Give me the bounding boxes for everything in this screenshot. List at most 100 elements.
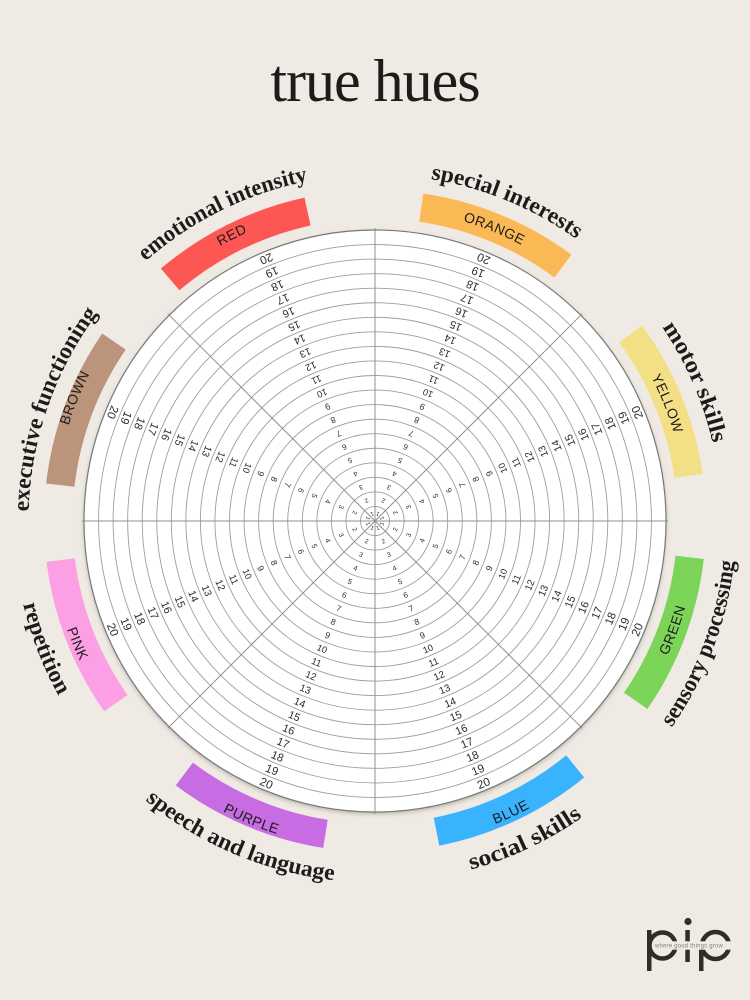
svg-text:18: 18 bbox=[465, 277, 481, 293]
svg-text:4: 4 bbox=[418, 537, 427, 544]
svg-text:13: 13 bbox=[537, 443, 552, 458]
svg-text:1: 1 bbox=[379, 515, 386, 520]
svg-text:16: 16 bbox=[158, 600, 174, 616]
svg-text:8: 8 bbox=[269, 559, 280, 567]
svg-text:19: 19 bbox=[117, 616, 133, 632]
svg-text:6: 6 bbox=[296, 548, 306, 555]
svg-text:18: 18 bbox=[269, 277, 285, 293]
svg-text:11: 11 bbox=[310, 656, 323, 670]
svg-text:3: 3 bbox=[405, 503, 413, 509]
svg-text:14: 14 bbox=[550, 589, 565, 604]
svg-text:17: 17 bbox=[590, 605, 606, 621]
svg-text:17: 17 bbox=[275, 736, 291, 752]
svg-text:1: 1 bbox=[376, 525, 381, 532]
svg-text:10: 10 bbox=[241, 567, 254, 580]
svg-text:4: 4 bbox=[352, 564, 359, 573]
svg-text:16: 16 bbox=[454, 722, 470, 738]
svg-text:7: 7 bbox=[458, 553, 468, 561]
svg-text:7: 7 bbox=[407, 428, 415, 438]
svg-text:16: 16 bbox=[280, 722, 296, 738]
svg-text:14: 14 bbox=[443, 696, 458, 711]
svg-text:3: 3 bbox=[405, 532, 413, 538]
svg-text:16: 16 bbox=[280, 304, 296, 320]
svg-text:12: 12 bbox=[523, 449, 537, 463]
svg-text:10: 10 bbox=[315, 387, 328, 400]
svg-text:4: 4 bbox=[391, 469, 398, 478]
svg-text:6: 6 bbox=[341, 590, 348, 600]
svg-text:10: 10 bbox=[315, 642, 328, 655]
svg-text:2: 2 bbox=[350, 527, 358, 533]
svg-text:1: 1 bbox=[369, 510, 374, 517]
svg-text:13: 13 bbox=[298, 683, 313, 698]
svg-text:17: 17 bbox=[275, 290, 291, 306]
svg-text:3: 3 bbox=[357, 483, 363, 491]
svg-text:11: 11 bbox=[427, 372, 440, 386]
svg-text:true hues: true hues bbox=[270, 48, 479, 114]
svg-text:20: 20 bbox=[104, 404, 121, 421]
svg-text:7: 7 bbox=[335, 604, 343, 614]
svg-text:where good things grow: where good things grow bbox=[654, 944, 724, 950]
svg-text:7: 7 bbox=[408, 604, 416, 614]
svg-text:9: 9 bbox=[484, 469, 495, 477]
svg-text:15: 15 bbox=[172, 432, 188, 448]
svg-text:13: 13 bbox=[199, 444, 214, 459]
svg-text:5: 5 bbox=[346, 577, 353, 587]
svg-text:14: 14 bbox=[185, 438, 200, 453]
svg-text:9: 9 bbox=[484, 564, 495, 572]
svg-text:1: 1 bbox=[364, 522, 371, 527]
svg-text:10: 10 bbox=[421, 642, 434, 655]
svg-text:20: 20 bbox=[629, 621, 646, 638]
svg-text:17: 17 bbox=[144, 421, 160, 437]
svg-text:14: 14 bbox=[443, 331, 458, 346]
svg-text:11: 11 bbox=[226, 456, 240, 469]
svg-text:19: 19 bbox=[470, 763, 486, 779]
svg-text:12: 12 bbox=[432, 669, 446, 683]
svg-text:18: 18 bbox=[603, 415, 619, 431]
svg-text:19: 19 bbox=[263, 263, 279, 279]
svg-text:7: 7 bbox=[282, 554, 292, 562]
svg-text:10: 10 bbox=[496, 567, 509, 580]
svg-text:13: 13 bbox=[437, 345, 452, 360]
svg-text:6: 6 bbox=[402, 442, 409, 452]
svg-text:15: 15 bbox=[448, 709, 464, 725]
svg-text:15: 15 bbox=[563, 594, 579, 610]
svg-text:3: 3 bbox=[386, 551, 392, 559]
svg-text:13: 13 bbox=[537, 583, 552, 598]
svg-text:19: 19 bbox=[117, 409, 133, 425]
svg-text:20: 20 bbox=[258, 775, 275, 792]
svg-text:1: 1 bbox=[379, 522, 386, 527]
svg-text:10: 10 bbox=[241, 461, 254, 474]
svg-text:6: 6 bbox=[444, 548, 454, 555]
svg-text:6: 6 bbox=[341, 442, 348, 452]
svg-text:1: 1 bbox=[376, 510, 381, 517]
svg-text:19: 19 bbox=[617, 409, 633, 425]
svg-text:15: 15 bbox=[172, 594, 188, 610]
svg-text:19: 19 bbox=[617, 616, 633, 632]
svg-text:11: 11 bbox=[427, 656, 440, 670]
svg-text:10: 10 bbox=[496, 461, 509, 474]
svg-text:8: 8 bbox=[412, 415, 420, 426]
svg-text:20: 20 bbox=[475, 775, 492, 792]
svg-text:9: 9 bbox=[255, 564, 266, 572]
svg-text:6: 6 bbox=[444, 487, 454, 494]
svg-text:8: 8 bbox=[329, 616, 337, 627]
svg-text:16: 16 bbox=[454, 304, 470, 320]
svg-text:20: 20 bbox=[104, 621, 121, 638]
svg-text:20: 20 bbox=[475, 250, 492, 267]
svg-text:16: 16 bbox=[158, 426, 174, 442]
svg-text:18: 18 bbox=[603, 611, 619, 627]
svg-text:17: 17 bbox=[590, 421, 606, 437]
svg-text:19: 19 bbox=[263, 763, 279, 779]
svg-text:15: 15 bbox=[286, 318, 302, 334]
svg-text:11: 11 bbox=[310, 372, 323, 386]
svg-text:12: 12 bbox=[212, 578, 226, 592]
svg-text:10: 10 bbox=[421, 387, 434, 400]
svg-text:15: 15 bbox=[286, 709, 302, 725]
svg-text:2: 2 bbox=[363, 538, 369, 546]
svg-text:4: 4 bbox=[323, 498, 332, 505]
svg-text:5: 5 bbox=[309, 542, 319, 549]
svg-text:8: 8 bbox=[413, 616, 421, 627]
svg-text:17: 17 bbox=[459, 736, 475, 752]
svg-text:7: 7 bbox=[458, 480, 468, 488]
svg-text:15: 15 bbox=[448, 318, 464, 334]
